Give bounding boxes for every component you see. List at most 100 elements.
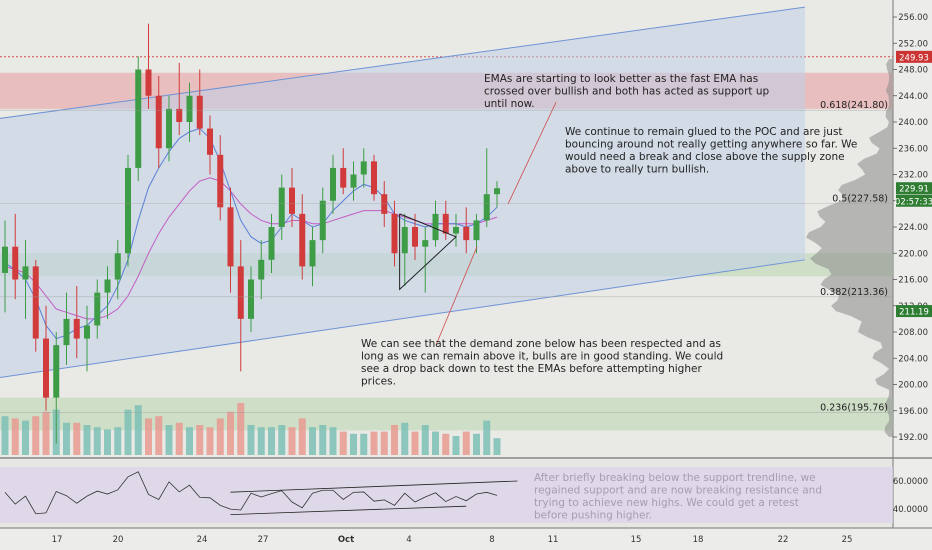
volume-bar (165, 425, 173, 455)
y-tick-label: 204.00 (898, 354, 928, 364)
annotation-line: crossed over bullish and both has acted … (484, 86, 769, 98)
volume-bar (216, 418, 224, 455)
candle-body (186, 95, 193, 122)
candle (248, 266, 254, 332)
candle (330, 154, 336, 214)
price-badge-label: 211.19 (899, 308, 929, 318)
volume-bar (155, 416, 163, 455)
candle (12, 213, 19, 300)
volume-bar (452, 436, 460, 455)
price-badge-label: 02:57:33 (895, 197, 932, 207)
rsi-tick-label: 40.0000 (893, 505, 928, 515)
rsi-line (4, 471, 498, 515)
candle-body (258, 259, 265, 280)
volume-bar (124, 409, 132, 455)
candle-body (196, 95, 203, 129)
time-axis-panel (0, 528, 893, 550)
candle-body (412, 227, 418, 247)
volume-bar (493, 438, 501, 455)
price-badge-label: 229.91 (899, 185, 929, 195)
y-tick-label: 224.00 (898, 223, 928, 233)
volume-bar (288, 427, 296, 455)
y-tick-label: 200.00 (898, 381, 928, 391)
volume-bar (114, 427, 122, 455)
arrow-demand (435, 246, 478, 346)
y-tick-label: 240.00 (898, 118, 928, 128)
candle-body (463, 227, 470, 241)
candle-body (309, 240, 316, 267)
candle (432, 200, 439, 247)
fib-label: 0.618(241.80) (820, 100, 888, 111)
x-tick-label: 27 (258, 535, 269, 545)
candle-body (299, 213, 306, 267)
rsi-resistance-line (230, 480, 518, 493)
candle-body (442, 213, 449, 234)
annotation-demand: We can see that the demand zone below ha… (361, 338, 723, 388)
candle (43, 305, 49, 411)
volume-bar (227, 411, 234, 455)
annotation-poc: We continue to remain glued to the POC a… (565, 126, 857, 176)
candle (401, 213, 408, 287)
candle-body (176, 108, 183, 122)
price-badge (896, 182, 932, 195)
candle-body (391, 213, 398, 254)
annotation-line: We can see that the demand zone below ha… (361, 338, 721, 350)
candle (463, 207, 470, 254)
candle-body (381, 194, 388, 214)
candle (166, 95, 172, 162)
volume-bar (309, 427, 316, 455)
annotation-line: until now. (484, 98, 535, 110)
candle (155, 76, 162, 168)
candle (145, 23, 152, 109)
candle-body (319, 200, 326, 241)
candle (309, 227, 316, 287)
candle-body (268, 227, 275, 260)
volume-bar (134, 405, 142, 455)
candle (135, 56, 142, 182)
volume-bar (22, 420, 29, 455)
x-tick-label: 22 (778, 535, 789, 545)
volume-bar (442, 433, 450, 455)
candle-body (166, 108, 172, 149)
channel-lower-line (0, 259, 806, 378)
candle (125, 154, 131, 267)
candle-body (350, 174, 357, 188)
volume-bar (206, 427, 214, 455)
annotation-line: We continue to remain glued to the POC a… (565, 126, 843, 138)
candle (350, 161, 357, 201)
channel-upper-line (0, 6, 806, 119)
fib-label: 0.382(213.36) (820, 287, 888, 298)
candle-body (401, 227, 408, 254)
candle-body (155, 95, 162, 149)
volume-bar (93, 427, 101, 455)
rsi-support-line (230, 505, 467, 515)
volume-bar (319, 425, 327, 455)
candle (114, 240, 121, 300)
candle (422, 227, 429, 293)
candle (494, 181, 500, 208)
annotation-line: see a drop back down to test the EMAs be… (361, 363, 702, 375)
x-tick-label: 15 (631, 535, 642, 545)
volume-bar (380, 431, 388, 455)
volume-bar (391, 425, 398, 455)
volume-bar (421, 425, 429, 455)
candle-body (227, 207, 234, 267)
x-tick-label: 11 (548, 535, 559, 545)
candle (473, 213, 480, 254)
price-badge (896, 50, 932, 63)
candle (442, 200, 449, 241)
y-tick-label: 256.00 (898, 13, 928, 23)
fib-label: 0.236(195.76) (820, 402, 888, 413)
candle-body (135, 69, 142, 168)
candle-body (12, 246, 19, 280)
volume-bar (411, 431, 419, 455)
y-tick-label: 248.00 (898, 66, 928, 76)
volume-bar (473, 433, 480, 455)
volume-bar (73, 422, 81, 455)
x-tick-label: 24 (197, 535, 208, 545)
candle (258, 240, 265, 300)
volume-bar (257, 427, 265, 455)
candle-body (217, 154, 224, 208)
candle-body (104, 279, 111, 293)
